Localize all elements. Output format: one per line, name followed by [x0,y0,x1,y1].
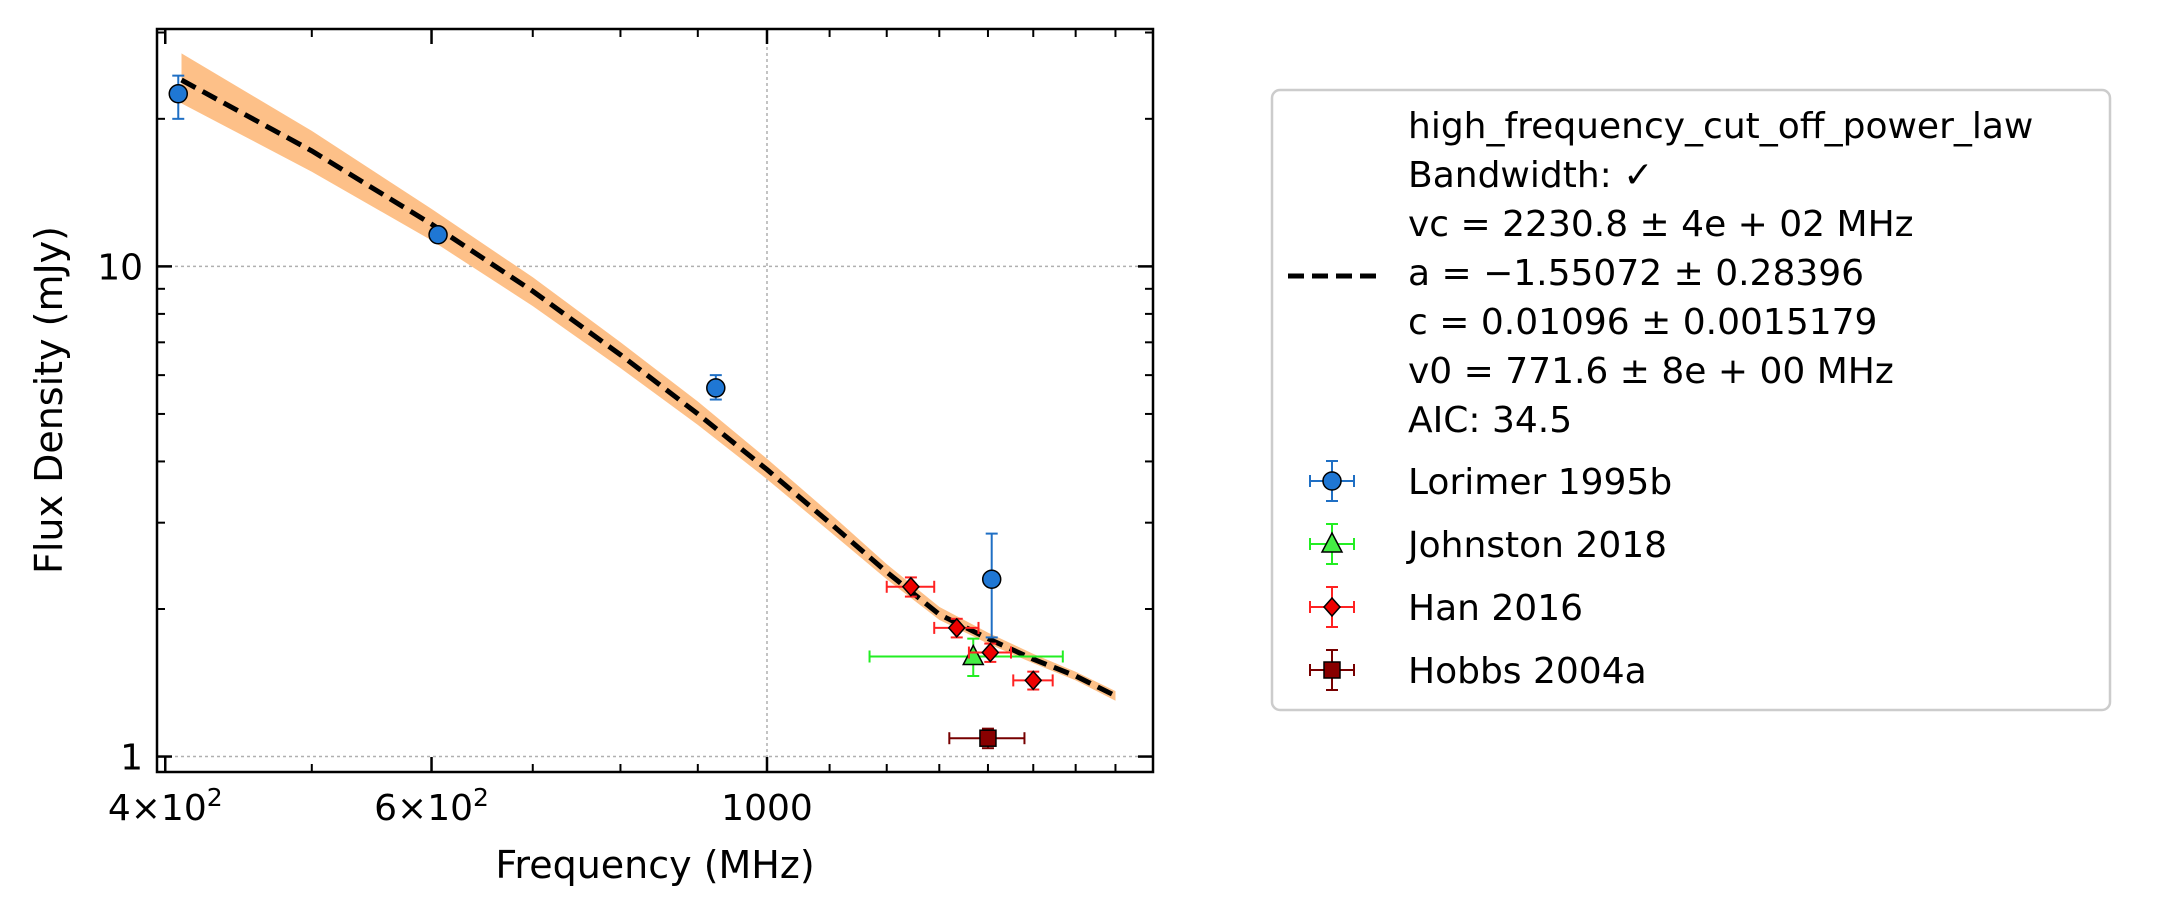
legend: high_frequency_cut_off_power_law Bandwidt… [1270,88,2112,712]
legend-entry: Johnston 2018 [1309,523,1667,566]
legend-entry-label: Hobbs 2004a [1408,651,1647,692]
y-axis-label: Flux Density (mJy) [27,226,71,574]
data-point [706,378,726,398]
fit-line [180,77,1117,699]
legend-fit-line-text: AIC: 34.5 [1408,400,1572,441]
data-point [168,84,189,104]
series-hobbs-2004a [948,727,1026,750]
legend-box [1270,88,2112,712]
series-johnston-2018 [868,637,1064,677]
legend-marker [1323,661,1341,679]
x-tick-label-exponent: 2 [473,783,489,812]
plot-frame [155,27,1155,774]
x-axis-label: Frequency (MHz) [495,843,814,887]
x-tick-label-exponent: 2 [207,783,223,812]
data-point [981,569,1002,589]
legend-fit-line-text: a = −1.55072 ± 0.28396 [1408,253,1864,294]
legend-entry: Han 2016 [1309,586,1583,629]
x-tick-label: 6×102 [374,783,489,829]
data-point [1024,670,1043,691]
legend-entry-label: Lorimer 1995b [1408,462,1672,503]
legend-marker [1320,531,1344,553]
data-point [428,225,448,245]
legend-fit-line-text: Bandwidth: ✓ [1408,155,1653,196]
legend-entry-label: Han 2016 [1408,588,1583,629]
legend-fit-text: high_frequency_cut_off_power_law Bandwidt… [1408,106,2033,441]
legend-entry-label: Johnston 2018 [1406,525,1667,566]
x-tick-label: 4×102 [108,783,223,829]
data-point [981,642,1000,663]
series-lorimer-1995b [168,74,1002,639]
legend-entry: Lorimer 1995b [1309,460,1672,503]
legend-series-entries: Lorimer 1995b Johnston 2018 Han 2016 Hobbs … [1309,460,1672,692]
legend-fit-line-text: v0 = 771.6 ± 8e + 00 MHz [1408,351,1894,392]
x-tick-label: 1000 [721,788,813,829]
data-points-layer [168,74,1064,750]
data-point [901,576,920,597]
legend-fit-line-text: vc = 2230.8 ± 4e + 02 MHz [1408,204,1914,245]
legend-fit-line-text: c = 0.01096 ± 0.0015179 [1408,302,1877,343]
tick-labels: 4×102 6×102 1000 1 10 [97,247,813,829]
grid-lines [157,29,1153,772]
y-tick-label: 10 [97,247,143,288]
data-point [979,729,997,747]
series-han-2016 [885,576,1054,691]
axis-ticks [157,29,1154,772]
fit-line-layer [180,77,1117,699]
data-point [947,617,966,639]
legend-marker [1322,471,1342,491]
legend-fit-line-text: high_frequency_cut_off_power_law [1408,106,2033,147]
legend-entry: Hobbs 2004a [1309,649,1647,692]
y-tick-label: 1 [120,738,143,779]
legend-marker [1322,596,1342,618]
